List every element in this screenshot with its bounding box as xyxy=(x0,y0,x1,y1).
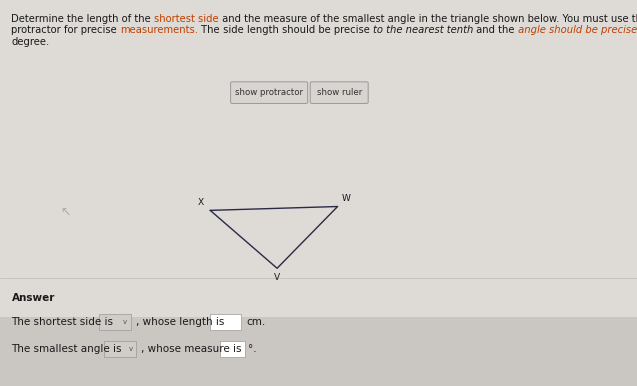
Text: and the measure of the smallest angle in the triangle shown below. You must use : and the measure of the smallest angle in… xyxy=(219,14,637,24)
Text: V: V xyxy=(274,273,280,282)
Text: Answer: Answer xyxy=(11,293,55,303)
Text: ↖: ↖ xyxy=(61,206,71,219)
FancyBboxPatch shape xyxy=(104,341,136,357)
Text: , whose measure is: , whose measure is xyxy=(141,344,241,354)
Text: protractor for precise: protractor for precise xyxy=(11,25,120,35)
Text: angle should be precise to the nearest: angle should be precise to the nearest xyxy=(515,25,637,35)
Text: v: v xyxy=(129,346,132,352)
Text: and the: and the xyxy=(473,25,515,35)
Text: v: v xyxy=(124,319,127,325)
Text: , whose length is: , whose length is xyxy=(136,317,224,327)
Text: The smallest angle is: The smallest angle is xyxy=(11,344,122,354)
Text: W: W xyxy=(342,195,351,203)
FancyBboxPatch shape xyxy=(310,82,368,103)
Text: cm.: cm. xyxy=(246,317,265,327)
FancyBboxPatch shape xyxy=(231,82,308,103)
Text: The shortest side is: The shortest side is xyxy=(11,317,113,327)
FancyBboxPatch shape xyxy=(210,314,241,330)
Text: shortest side: shortest side xyxy=(154,14,219,24)
Text: measurements.: measurements. xyxy=(120,25,198,35)
Text: show ruler: show ruler xyxy=(317,88,362,97)
FancyBboxPatch shape xyxy=(99,314,131,330)
Text: X: X xyxy=(197,198,204,207)
Text: side length should be precise: side length should be precise xyxy=(220,25,373,35)
FancyBboxPatch shape xyxy=(220,341,245,357)
Text: show protractor: show protractor xyxy=(235,88,303,97)
Text: to the nearest tenth: to the nearest tenth xyxy=(373,25,473,35)
Text: The: The xyxy=(198,25,220,35)
Bar xyxy=(0,0,637,317)
Text: °.: °. xyxy=(248,344,257,354)
Text: degree.: degree. xyxy=(11,37,50,47)
Text: Determine the length of the: Determine the length of the xyxy=(11,14,154,24)
